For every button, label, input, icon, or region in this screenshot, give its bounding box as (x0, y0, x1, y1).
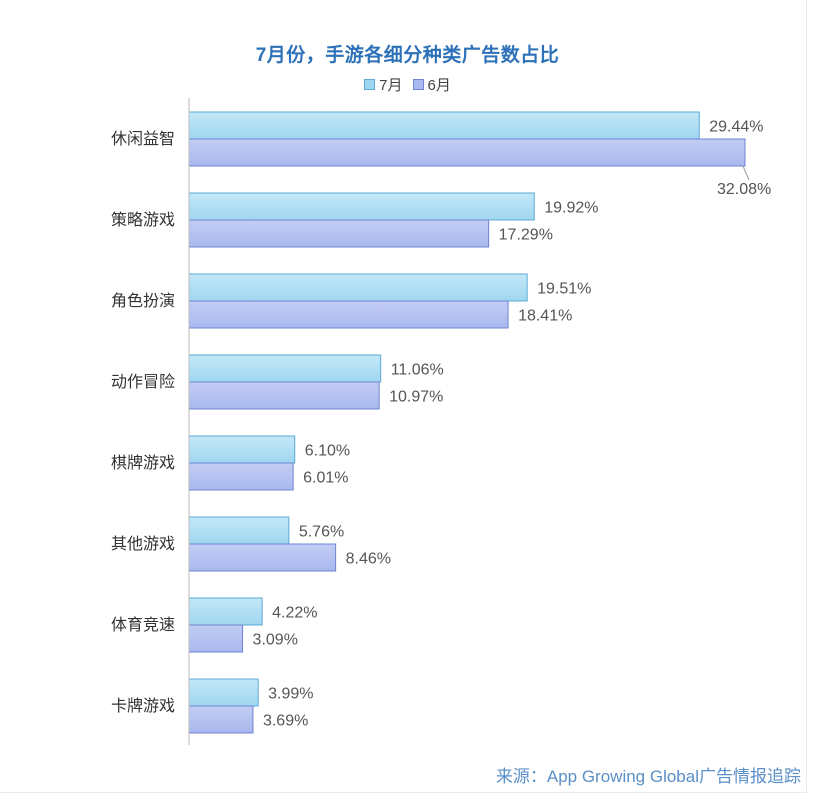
data-label-july: 5.76% (299, 524, 344, 541)
data-label-june: 18.41% (518, 308, 572, 325)
bar-june (188, 543, 337, 572)
category-label: 角色扮演 (111, 292, 175, 310)
category-label: 休闲益智 (111, 130, 175, 148)
chart-legend: 7月 6月 (0, 74, 815, 95)
legend-item-june: 6月 (412, 74, 451, 95)
category-label: 棋牌游戏 (111, 454, 175, 472)
bar-july (188, 192, 535, 221)
data-label-june: 10.97% (389, 389, 443, 406)
data-label-june: 3.09% (253, 632, 298, 649)
legend-swatch-june (412, 79, 424, 90)
bar-july (188, 435, 296, 464)
data-label-july: 19.51% (537, 281, 591, 298)
bar-june (188, 462, 294, 491)
bar-july (188, 111, 700, 140)
bar-july (188, 273, 528, 302)
bar-june (188, 381, 380, 410)
bar-july (188, 597, 263, 626)
data-label-june: 8.46% (346, 551, 391, 568)
data-label-july: 29.44% (709, 119, 763, 136)
label-leader-line (742, 165, 750, 181)
bar-july (188, 516, 290, 545)
data-label-june: 32.08% (717, 181, 771, 198)
bar-july (188, 678, 259, 707)
legend-swatch-july (364, 79, 376, 90)
legend-label-july: 7月 (379, 77, 403, 94)
bar-june (188, 219, 490, 248)
bar-june (188, 138, 746, 167)
category-label: 策略游戏 (111, 211, 175, 229)
category-label: 卡牌游戏 (111, 697, 175, 715)
bar-june (188, 624, 244, 653)
data-label-july: 4.22% (272, 605, 317, 622)
data-label-july: 6.10% (305, 443, 350, 460)
data-label-june: 6.01% (303, 470, 348, 487)
data-label-june: 3.69% (263, 713, 308, 730)
data-label-july: 19.92% (544, 200, 598, 217)
source-note: 来源：App Growing Global广告情报追踪 (495, 767, 801, 786)
data-label-july: 11.06% (391, 362, 444, 379)
bar-june (188, 705, 254, 734)
category-label: 其他游戏 (111, 535, 175, 553)
bar-june (188, 300, 509, 329)
chart-title: 7月份，手游各细分种类广告数占比 (255, 45, 560, 66)
legend-item-july: 7月 (364, 74, 403, 95)
legend-label-june: 6月 (427, 77, 451, 94)
category-label: 动作冒险 (111, 373, 175, 391)
data-label-july: 3.99% (268, 686, 313, 703)
data-label-june: 17.29% (499, 227, 553, 244)
bar-july (188, 354, 382, 383)
category-label: 体育竞速 (111, 616, 175, 634)
